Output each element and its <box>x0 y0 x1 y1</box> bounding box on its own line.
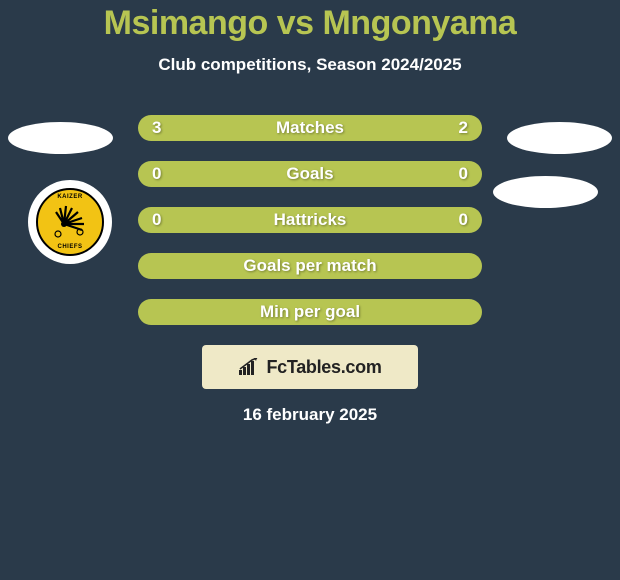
stat-right-value: 2 <box>459 118 468 138</box>
right-player-pill-2 <box>493 176 598 208</box>
stat-label: Min per goal <box>260 302 360 322</box>
stat-label: Matches <box>276 118 344 138</box>
brand-box[interactable]: FcTables.com <box>202 345 418 389</box>
page-title: Msimango vs Mngonyama <box>0 4 620 43</box>
comparison-card: Msimango vs Mngonyama Club competitions,… <box>0 0 620 425</box>
club-badge-bottom-text: CHIEFS <box>38 244 102 250</box>
date-text: 16 february 2025 <box>0 405 620 425</box>
brand-text: FcTables.com <box>266 357 381 378</box>
stat-label: Hattricks <box>274 210 347 230</box>
stat-row-matches: 3 Matches 2 <box>138 115 482 141</box>
left-player-pill <box>8 122 113 154</box>
stat-rows: 3 Matches 2 0 Goals 0 0 Hattricks 0 Goal… <box>138 115 482 325</box>
club-badge-inner: KAIZER CHIEFS <box>36 188 104 256</box>
stat-right-value: 0 <box>459 164 468 184</box>
stat-row-goals: 0 Goals 0 <box>138 161 482 187</box>
stat-left-value: 0 <box>152 164 161 184</box>
stat-left-value: 0 <box>152 210 161 230</box>
bars-chart-icon <box>238 358 260 376</box>
club-badge-top-text: KAIZER <box>38 194 102 200</box>
right-player-pill-1 <box>507 122 612 154</box>
stat-label: Goals <box>286 164 333 184</box>
subtitle: Club competitions, Season 2024/2025 <box>0 55 620 75</box>
club-badge: KAIZER CHIEFS <box>28 180 112 264</box>
stat-right-value: 0 <box>459 210 468 230</box>
stat-row-goals-per-match: Goals per match <box>138 253 482 279</box>
stat-row-hattricks: 0 Hattricks 0 <box>138 207 482 233</box>
stat-label: Goals per match <box>243 256 376 276</box>
headdress-icon <box>50 202 90 242</box>
stat-row-min-per-goal: Min per goal <box>138 299 482 325</box>
stat-left-value: 3 <box>152 118 161 138</box>
